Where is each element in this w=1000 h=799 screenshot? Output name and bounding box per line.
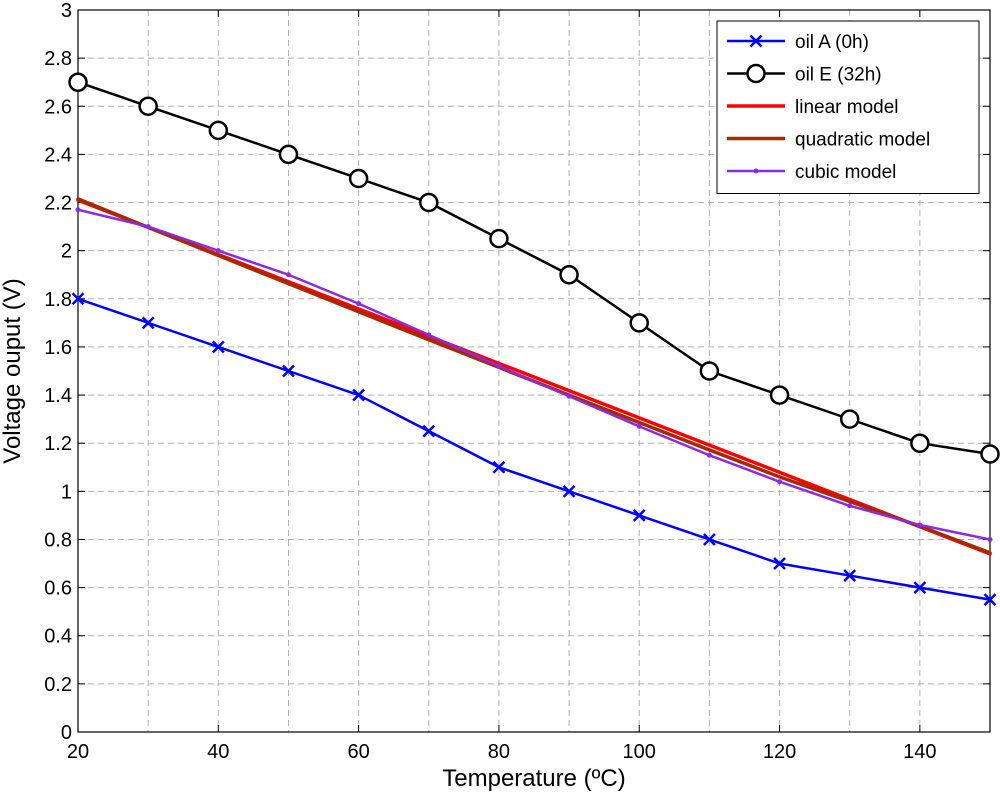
y-tick-label: 2 [61,241,72,263]
oil-e-32h-point [68,72,88,92]
y-tick-label: 0.6 [44,578,72,600]
oil-a-0h-point [983,593,997,607]
oil-a-0h-point [352,388,365,402]
legend: oil A (0h) oil E (32h) linear model quadrat… [716,20,980,194]
legend-label: cubic model [795,162,896,183]
oil-a-0h-line [76,297,992,601]
oil-e-32h-point [910,433,930,453]
legend-item-oil-a-0h: oil A (0h) [727,32,869,53]
cubic-model-point [636,423,642,429]
legend-label: linear model [795,97,899,118]
x-tick-label: 120 [763,741,796,763]
plot-area [77,9,991,733]
series-oil-e-32h [68,72,1000,464]
y-tick-label: 2.8 [44,48,72,70]
x-axis-title: Temperature (ºC) [442,765,625,792]
oil-a-0h-point [422,424,436,438]
oil-e-32h-point [559,264,579,285]
x-tick-label: 140 [903,741,936,763]
cubic-model-point [285,272,291,278]
y-tick-label: 1.2 [44,433,72,455]
y-tick-label: 1.8 [44,289,72,311]
oil-e-32h-point [419,192,439,213]
y-tick-label: 1 [61,481,72,503]
legend-item-linear-model: linear model [727,97,899,118]
legend-label: oil A (0h) [795,32,869,53]
oil-e-32h-point [208,120,229,141]
cubic-model-point [356,301,362,307]
cubic-model-point [987,536,993,542]
oil-a-0h-point [703,533,716,546]
y-tick-label: 3 [61,0,72,22]
oil-a-0h-point [913,581,927,594]
oil-a-0h-point [141,316,155,330]
y-axis-title: Voltage ouput (V) [0,278,26,463]
legend-oil-a-0h-point [749,34,763,48]
oil-e-32h-point [980,444,1000,464]
cubic-model-point [847,503,853,509]
y-tick-label: 2.6 [44,96,72,118]
oil-a-0h-point [843,569,857,582]
y-tick-label: 0.8 [44,529,72,551]
oil-e-32h-point [138,96,158,117]
series-group [68,72,1000,607]
x-tick-label: 20 [67,741,89,763]
cubic-model-point [75,207,81,213]
y-tick-label: 2.2 [44,193,72,215]
cubic-model-point [777,479,783,485]
legend-item-cubic-model: cubic model [727,162,896,183]
oil-e-32h-point [489,228,509,249]
oil-e-32h-point [839,409,860,429]
y-tick-label: 1.6 [44,337,72,359]
series-oil-a-0h [71,292,997,607]
oil-e-32h-point [769,385,790,405]
cubic-model-point [706,452,712,458]
oil-a-0h-point [632,509,646,522]
y-tick-label: 0.4 [44,626,72,648]
oil-a-0h-point [211,340,225,354]
cubic-model-point [426,332,432,338]
x-tick-label: 40 [207,741,229,763]
x-tick-label: 60 [347,741,369,763]
x-tick-label: 100 [623,741,656,763]
series-cubic-model [75,207,993,542]
y-tick-label: 0 [61,722,72,744]
legend-item-oil-e-32h: oil E (32h) [727,63,882,86]
oil-e-32h-point [348,168,369,189]
oil-e-32h-point [278,144,299,165]
x-tick-label: 80 [488,741,510,763]
oil-e-32h-line [76,80,992,456]
legend-item-quadratic-model: quadratic model [727,130,930,151]
cubic-model-point [566,393,572,399]
oil-a-0h-point [773,557,786,570]
oil-a-0h-point [562,484,576,498]
oil-a-0h-point [71,292,85,306]
y-tick-label: 2.4 [44,144,72,166]
oil-e-32h-point [699,361,720,381]
cubic-model-point [496,363,502,369]
cubic-model-line [76,208,992,541]
cubic-model-point [917,522,923,528]
oil-a-0h-point [282,364,295,378]
oil-e-32h-point [629,313,649,333]
cubic-model-point [215,248,221,254]
legend-oil-e-32h-point [746,63,766,84]
y-tick-label: 1.4 [44,385,72,407]
legend-cubic-model-point [753,168,759,174]
cubic-model-point [145,224,151,230]
axes-ticks: 20 40 60 80 100 120 140 0 0.2 0.4 0.6 0.8 1 1.2 1.4 1.6… [44,0,990,763]
y-tick-label: 0.2 [44,674,72,696]
oil-a-0h-point [492,460,506,474]
legend-label: quadratic model [795,130,930,151]
legend-label: oil E (32h) [795,65,882,86]
